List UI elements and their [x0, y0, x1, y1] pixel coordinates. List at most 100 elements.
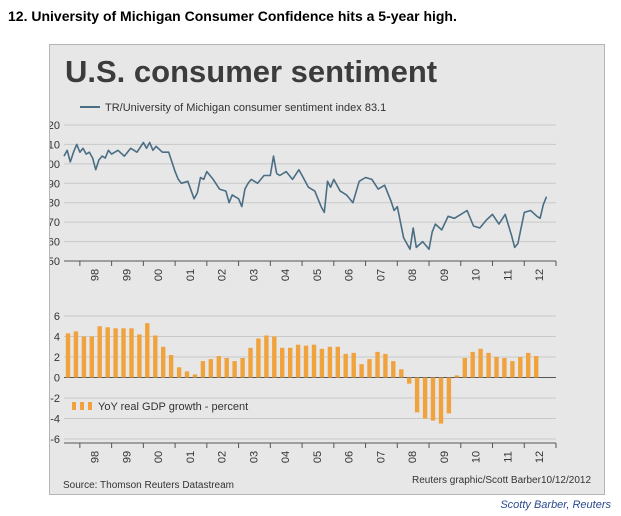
sentiment-y-tick-label: 90	[50, 178, 60, 190]
sentiment-x-tick-label: 09	[439, 269, 451, 281]
chart-title: U.S. consumer sentiment	[65, 54, 437, 89]
gdp-bar	[105, 327, 110, 378]
gdp-bar	[200, 361, 206, 378]
gdp-bar	[248, 347, 253, 378]
gdp-bar	[161, 346, 166, 378]
gdp-legend-swatch	[88, 402, 92, 410]
gdp-bar	[422, 377, 428, 419]
gdp-bar	[137, 334, 142, 378]
gdp-x-tick-label: 02	[217, 451, 229, 463]
gdp-bar	[311, 344, 317, 378]
gdp-x-tick-label: 03	[248, 451, 260, 463]
gdp-bar	[335, 346, 340, 378]
gdp-bar	[454, 375, 459, 378]
gdp-x-tick-label: 11	[502, 451, 514, 462]
sentiment-x-tick-label: 12	[534, 269, 546, 281]
source-note: Source: Thomson Reuters Datastream	[63, 480, 234, 491]
gdp-bar	[375, 351, 380, 378]
gdp-bar	[367, 359, 372, 378]
gdp-bar	[256, 338, 261, 378]
gdp-bar	[407, 377, 412, 384]
page-heading: 12. University of Michigan Consumer Conf…	[8, 8, 457, 24]
gdp-bar	[327, 346, 333, 378]
gdp-bar	[272, 336, 277, 378]
sentiment-x-tick-label: 98	[90, 269, 102, 281]
sentiment-y-tick-label: 60	[50, 237, 60, 249]
sentiment-x-tick-label: 10	[471, 269, 483, 281]
gdp-bar	[145, 323, 150, 378]
sentiment-y-tick-label: 120	[50, 120, 60, 132]
gdp-x-tick-label: 07	[375, 451, 387, 463]
gdp-chart: 6 4 2 0 -2 -4 -6 98 99 00 01 02 03 04 05 06 07 08 09 10 11 12…	[50, 311, 557, 463]
gdp-bar	[224, 358, 229, 378]
gdp-x-tick-label: 01	[185, 451, 197, 463]
gdp-bar	[65, 333, 71, 378]
gdp-y-tick-label: 6	[54, 311, 60, 323]
sentiment-y-tick-label: 70	[50, 217, 60, 229]
sentiment-y-tick-label: 50	[50, 256, 60, 268]
gdp-bar	[351, 352, 356, 378]
sentiment-x-tick-label: 07	[375, 269, 387, 281]
gdp-bar	[240, 358, 245, 378]
gdp-bar	[168, 355, 174, 378]
gdp-bar	[295, 344, 301, 378]
gdp-y-tick-label: -4	[50, 414, 60, 426]
gdp-y-tick-label: 4	[54, 332, 60, 344]
gdp-bar	[478, 348, 483, 378]
gdp-bar	[129, 328, 134, 378]
sentiment-x-tick-label: 00	[153, 269, 165, 281]
gdp-x-tick-label: 04	[280, 451, 292, 463]
gdp-bar	[438, 377, 444, 424]
gdp-x-tick-label: 12	[534, 451, 546, 463]
gdp-legend-label: YoY real GDP growth - percent	[98, 401, 248, 413]
gdp-bar	[462, 358, 467, 378]
gdp-bar	[153, 335, 158, 378]
gdp-bar	[319, 348, 325, 378]
gdp-bar	[526, 352, 531, 378]
gdp-bar	[121, 328, 126, 378]
gdp-x-tick-label: 08	[407, 451, 419, 463]
sentiment-x-tick-label: 02	[217, 269, 229, 281]
gdp-bar	[470, 351, 475, 378]
gdp-y-tick-label: -6	[50, 434, 60, 446]
gdp-bar	[232, 361, 237, 378]
gdp-bar	[280, 347, 285, 378]
sentiment-x-tick-label: 08	[407, 269, 419, 281]
gdp-bar	[534, 356, 539, 378]
gdp-legend-swatch	[72, 402, 76, 410]
gdp-bar	[486, 352, 491, 378]
sentiment-x-tick-label: 03	[248, 269, 260, 281]
chart-figure: U.S. consumer sentiment 1201101009080706…	[42, 44, 605, 495]
gdp-bar	[518, 357, 523, 378]
gdp-x-tick-label: 09	[439, 451, 451, 463]
gdp-x-tick-label: 06	[344, 451, 356, 463]
graphic-attribution: Reuters graphic/Scott Barber10/12/2012	[412, 475, 591, 486]
gdp-bar	[414, 377, 420, 413]
sentiment-legend-label: TR/University of Michigan consumer senti…	[105, 102, 386, 114]
gdp-legend-swatch	[80, 402, 84, 410]
gdp-bar	[430, 377, 436, 421]
sentiment-chart: 120 110 100 90 80 70 60 50 98 99 00 01 02 03 04 05 06 07 0…	[42, 102, 557, 281]
gdp-bar	[303, 345, 309, 378]
photo-credit: Scotty Barber, Reuters	[500, 499, 611, 511]
gdp-x-tick-label: 00	[153, 451, 165, 463]
gdp-bar	[81, 336, 87, 378]
gdp-bar	[502, 358, 507, 378]
sentiment-x-tick-label: 99	[121, 269, 133, 281]
gdp-x-tick-label: 98	[90, 451, 102, 463]
sentiment-y-tick-label: 110	[50, 139, 60, 151]
gdp-bar	[510, 361, 515, 378]
gdp-bar	[446, 377, 452, 414]
gdp-bar	[383, 353, 388, 378]
gdp-y-tick-label: 0	[54, 373, 60, 385]
sentiment-x-tick-label: 04	[280, 269, 292, 281]
gdp-bar	[89, 336, 94, 378]
gdp-y-tick-label: 2	[54, 352, 60, 364]
sentiment-y-tick-label: 100	[50, 159, 60, 171]
gdp-bar	[494, 357, 499, 378]
sentiment-x-tick-label: 01	[185, 269, 197, 281]
gdp-bar	[288, 347, 293, 378]
gdp-x-tick-label: 99	[121, 451, 133, 463]
sentiment-x-tick-label: 06	[344, 269, 356, 281]
gdp-bar	[176, 367, 182, 378]
